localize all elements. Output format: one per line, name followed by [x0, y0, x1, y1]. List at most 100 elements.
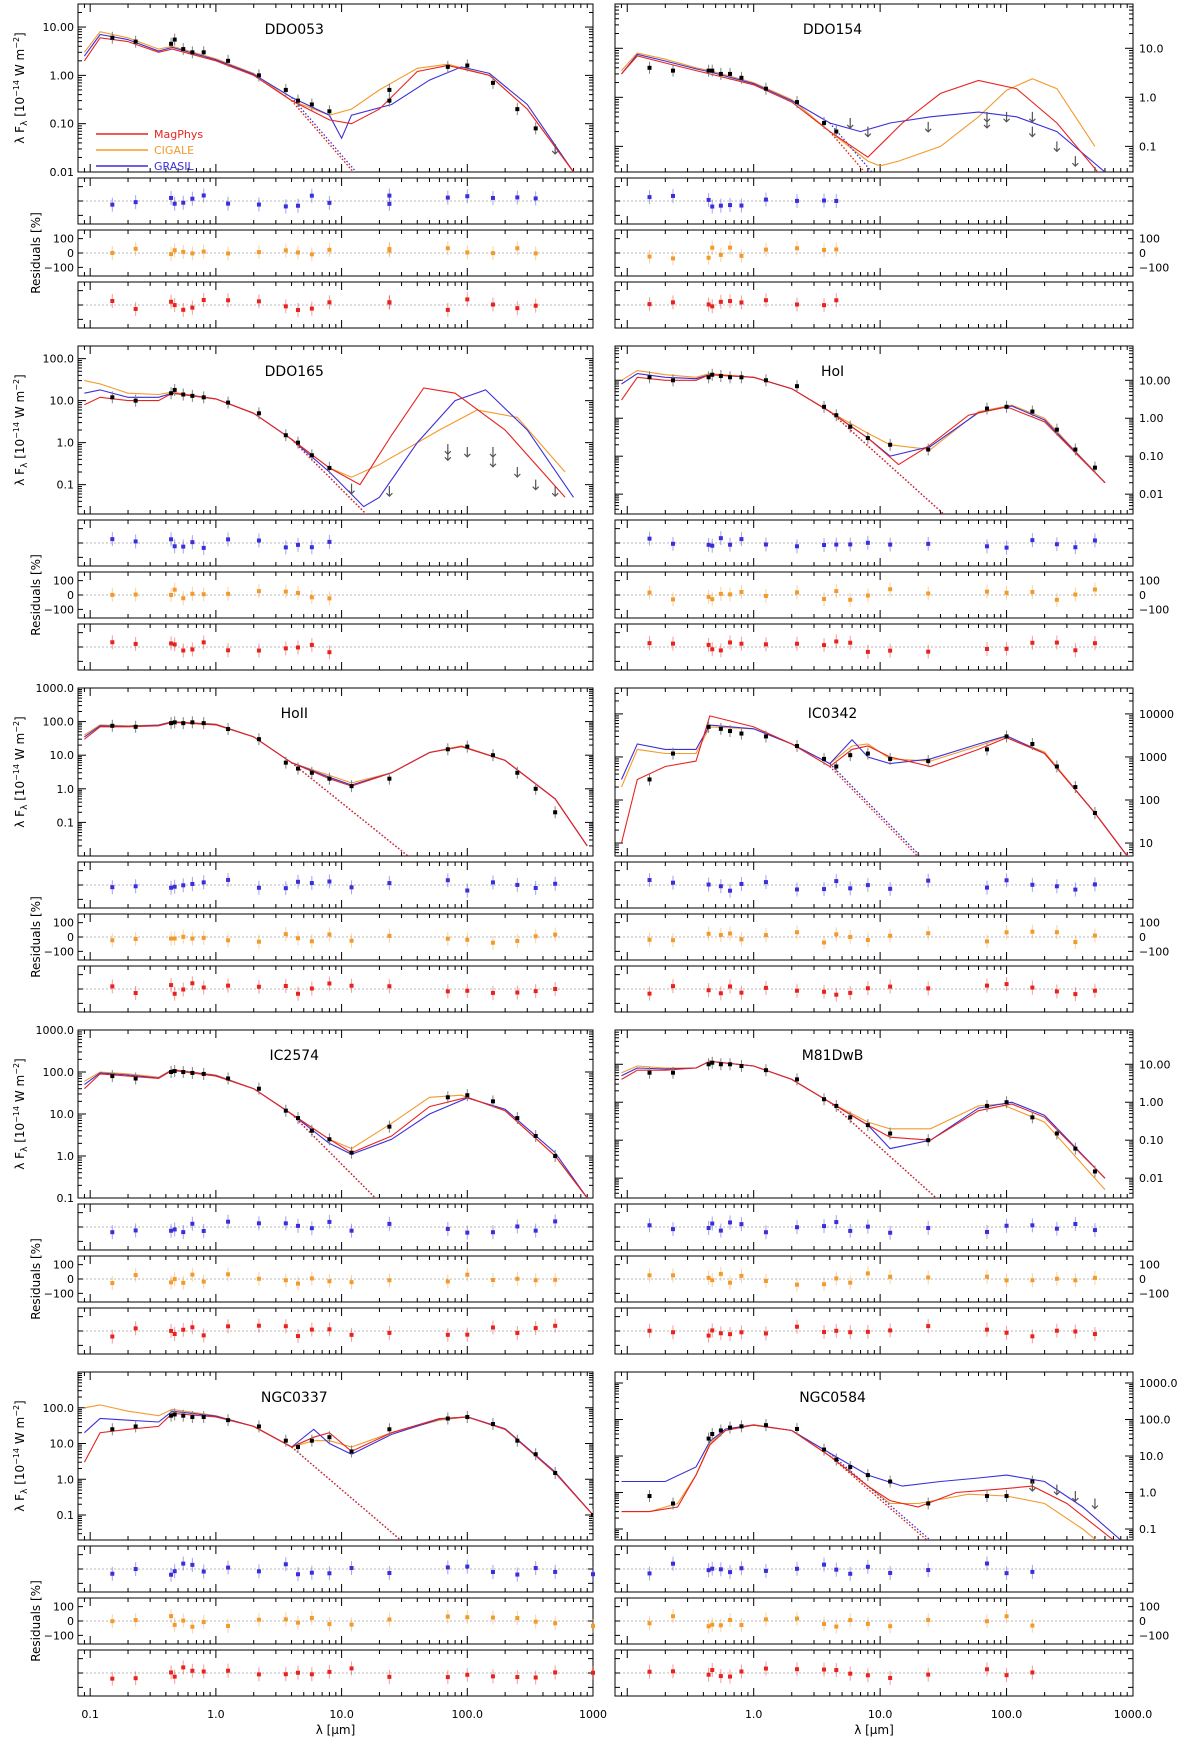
obs-point [387, 776, 392, 781]
residual-point [327, 932, 332, 937]
residual-point [822, 989, 827, 994]
residual-point [926, 1275, 931, 1280]
residual-point [327, 300, 332, 305]
obs-point [327, 1137, 332, 1142]
residual-point [133, 592, 138, 597]
obs-point [190, 1070, 195, 1075]
flux-axis-title-part: −2 [12, 721, 21, 733]
residual-point [256, 1323, 261, 1328]
grasil-model-line [84, 389, 574, 508]
residual-point [706, 1333, 711, 1338]
y-tick-label: 0.1 [57, 1509, 75, 1522]
obs-point [133, 1424, 138, 1429]
residual-point [706, 255, 711, 260]
residual-tick-label: 0 [1139, 589, 1146, 602]
residual-point [349, 1332, 354, 1337]
residual-point [763, 985, 768, 990]
residual-point [926, 649, 931, 654]
residual-point [794, 887, 799, 892]
obs-point [445, 747, 450, 752]
flux-axis-title-part: W m [13, 1075, 27, 1106]
obs-point [710, 68, 715, 73]
residual-point [295, 308, 300, 313]
residual-point [256, 299, 261, 304]
obs-point [295, 1444, 300, 1449]
obs-point [728, 729, 733, 734]
magphys-stellar-line [291, 438, 368, 514]
magphys-model-line [84, 1069, 588, 1198]
residual-point [710, 647, 715, 652]
residual-point [327, 1327, 332, 1332]
residual-tick-label: 0 [67, 1273, 74, 1286]
residual-point [670, 938, 675, 943]
residual-point [181, 648, 186, 653]
obs-point [181, 1070, 186, 1074]
obs-point [533, 126, 538, 131]
magphys-model-line [84, 721, 588, 847]
galaxy-name: HoI [821, 364, 844, 380]
residual-tick-label: −100 [44, 261, 74, 274]
residual-point [110, 1281, 115, 1286]
obs-point [387, 87, 392, 92]
residual-point [256, 885, 261, 890]
residual-point [490, 990, 495, 995]
y-tick-label: 1.0 [57, 1150, 75, 1163]
residual-point [445, 307, 450, 312]
y-tick-label: 10000 [1139, 708, 1174, 721]
residual-point [201, 249, 206, 254]
grasil-residual-points [647, 188, 839, 214]
flux-axis-title-part: [10 [13, 97, 27, 121]
grasil-model-line [84, 1069, 588, 1198]
obs-point [553, 810, 558, 815]
galaxy-name: DDO165 [265, 364, 324, 380]
obs-point [763, 378, 768, 383]
residual-point [283, 589, 288, 594]
residual-point [728, 245, 733, 250]
residual-point [647, 1328, 652, 1333]
residual-point [710, 543, 715, 548]
y-tick-label: 10.0 [50, 1108, 75, 1121]
residual-point [256, 1221, 261, 1226]
sed-plot-frame [614, 687, 1134, 857]
residual-tick-label: 100 [1139, 917, 1160, 930]
magphys-stellar-line [291, 100, 355, 172]
flux-axis-title-part: W m [13, 733, 27, 764]
residual-point [387, 248, 392, 253]
y-tick-label: 0.10 [1139, 450, 1164, 463]
residual-point [201, 592, 206, 597]
flux-axis-title-part: −2 [12, 379, 21, 391]
residual-point [533, 251, 538, 256]
residual-point [181, 1327, 186, 1332]
magphys-model-line [621, 374, 1106, 484]
obs-point [710, 1060, 715, 1065]
residual-point [718, 203, 723, 208]
residual-point [718, 991, 723, 996]
residual-point [110, 984, 115, 989]
obs-point [349, 784, 354, 789]
residual-point [309, 1226, 314, 1231]
cigale-model-line [621, 1060, 1106, 1190]
residual-point [387, 984, 392, 989]
flux-axis-title-part: ] [13, 32, 27, 37]
residual-point [181, 1280, 186, 1285]
residual-point [926, 541, 931, 546]
obs-point [133, 39, 138, 44]
magphys-model-line [620, 715, 1128, 856]
residual-point [226, 537, 231, 542]
obs-point [739, 75, 744, 80]
residual-point [1073, 1329, 1078, 1334]
residual-point [465, 988, 470, 993]
obs-point [465, 744, 470, 749]
residual-point [706, 931, 711, 936]
residual-point [181, 934, 186, 939]
residual-point [133, 246, 138, 251]
residual-point [647, 1223, 652, 1228]
residual-point [834, 542, 839, 547]
residual-point [739, 990, 744, 995]
residual-point [387, 193, 392, 198]
residual-point [283, 886, 288, 891]
upper-limit-arrow [348, 483, 355, 495]
residual-point [1054, 930, 1059, 935]
upper-limit-arrow [1028, 111, 1036, 123]
obs-point [169, 1070, 174, 1074]
